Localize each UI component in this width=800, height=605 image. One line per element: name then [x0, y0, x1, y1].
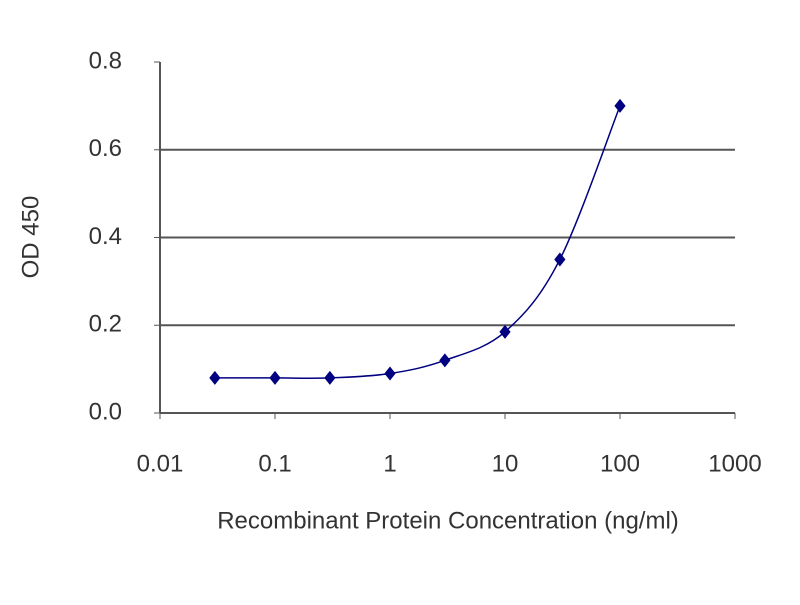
x-axis-label: Recombinant Protein Concentration (ng/ml… — [217, 507, 679, 534]
y-tick-label: 0.2 — [89, 311, 122, 338]
marker — [324, 370, 336, 385]
y-tick-label: 0.0 — [89, 398, 122, 425]
series-line — [214, 105, 621, 379]
marker — [614, 98, 626, 113]
marker — [554, 252, 566, 267]
y-axis-label: OD 450 — [17, 196, 44, 279]
marker — [209, 370, 221, 385]
x-tick-label: 100 — [600, 450, 640, 477]
x-tick-label: 0.01 — [137, 450, 184, 477]
x-tick-label: 1000 — [708, 450, 761, 477]
y-tick-label: 0.6 — [89, 135, 122, 162]
marker — [269, 370, 281, 385]
marker — [439, 353, 451, 368]
x-tick-label: 10 — [492, 450, 519, 477]
marker — [384, 366, 396, 381]
marker — [499, 324, 511, 339]
y-tick-label: 0.8 — [89, 47, 122, 74]
x-tick-label: 0.1 — [258, 450, 291, 477]
y-tick-label: 0.4 — [89, 223, 122, 250]
x-tick-label: 1 — [383, 450, 396, 477]
